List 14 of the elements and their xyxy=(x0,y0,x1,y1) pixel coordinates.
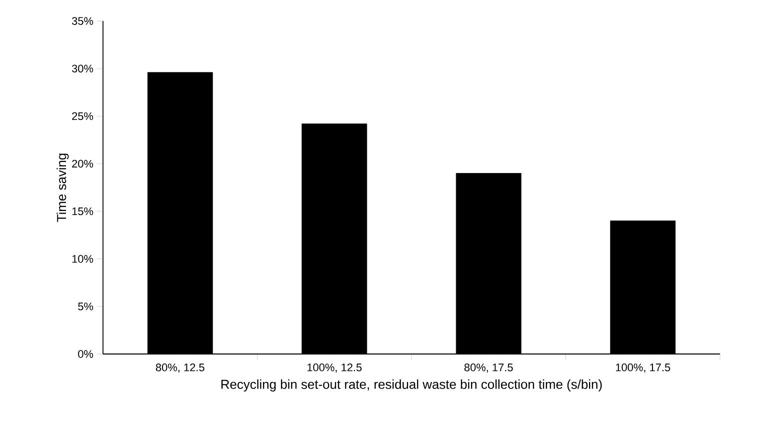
x-tick-label: 100%, 12.5 xyxy=(307,364,362,373)
x-tick-label: 80%, 17.5 xyxy=(464,364,513,373)
y-tick-label: 15% xyxy=(72,207,94,216)
x-tick-label: 80%, 12.5 xyxy=(156,364,204,373)
y-tick-label: 35% xyxy=(72,17,94,25)
y-tick-label: 10% xyxy=(72,254,94,263)
x-tick-label: 100%, 17.5 xyxy=(616,364,670,373)
y-axis-title: Time saving xyxy=(56,154,69,222)
y-tick-label: 5% xyxy=(78,302,94,310)
x-axis-title: Recycling bin set-out rate, residual waste bin collection time (s/bin) xyxy=(221,379,602,392)
y-tick-label: 30% xyxy=(72,64,94,72)
y-tick-label: 20% xyxy=(72,160,94,168)
y-tick-label: 25% xyxy=(72,112,94,120)
y-tick-label: 0% xyxy=(78,350,94,358)
